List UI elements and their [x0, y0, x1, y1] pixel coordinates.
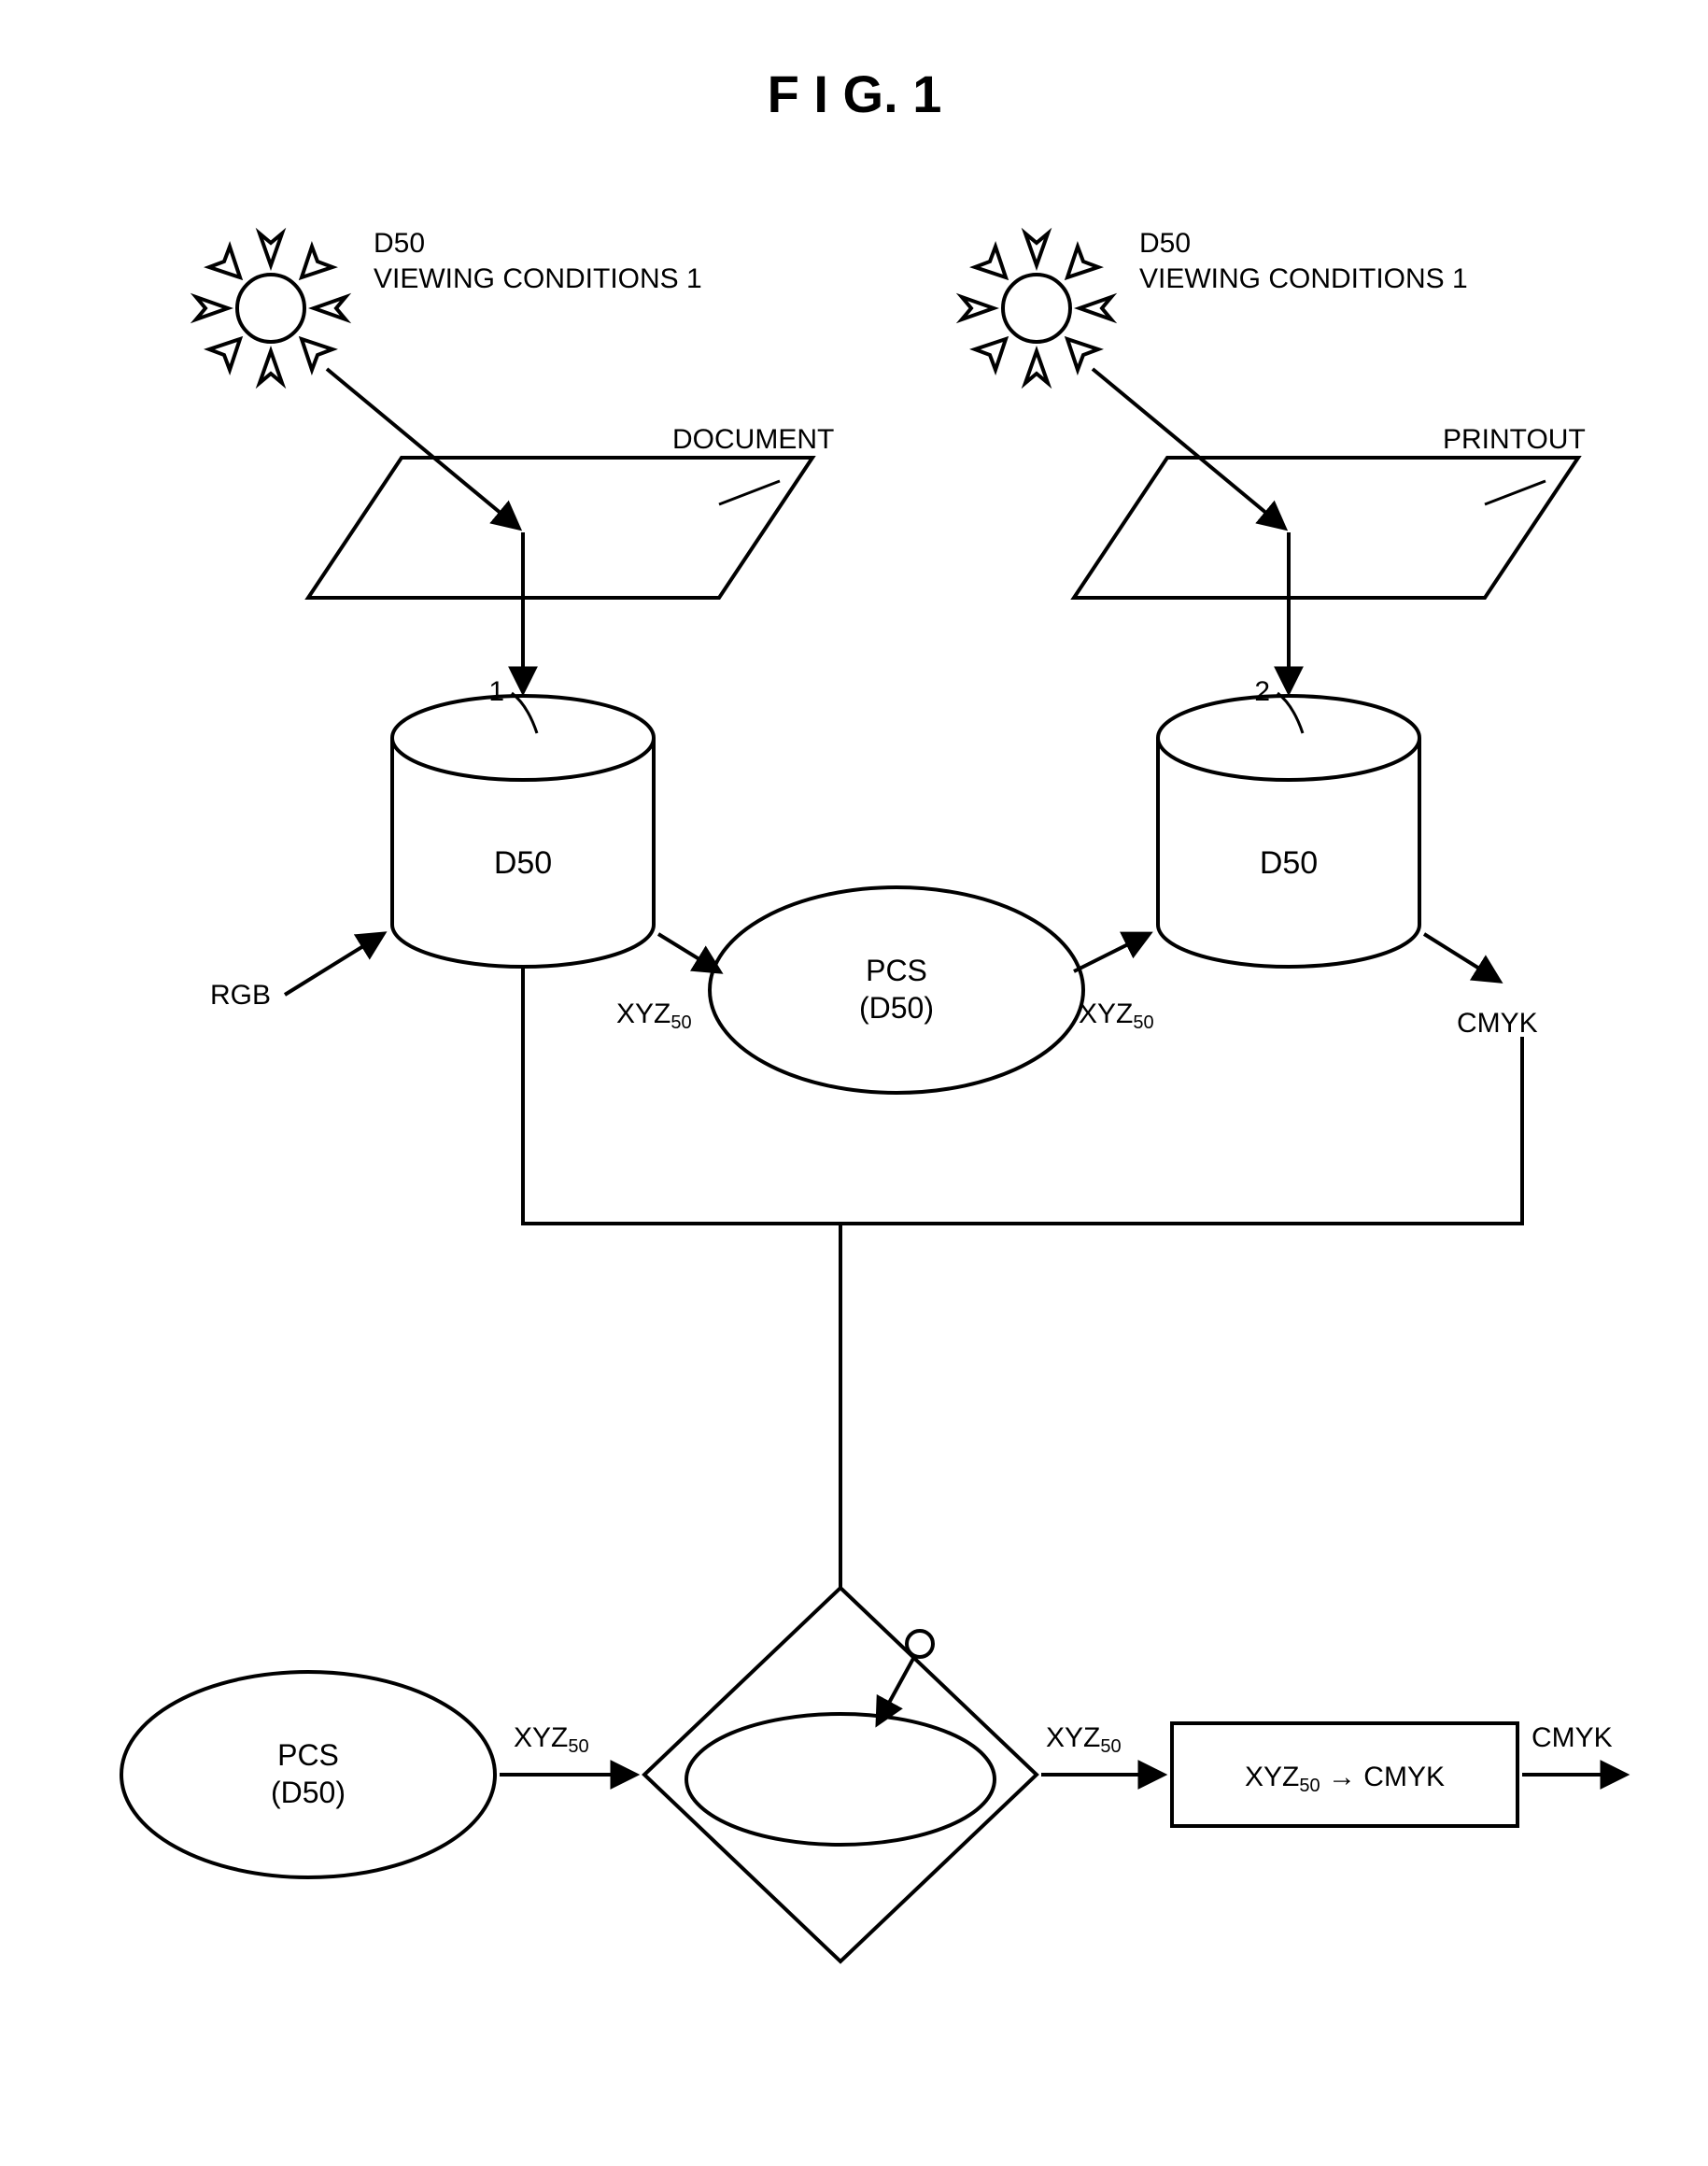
viewing-label-left-1: D50: [374, 228, 425, 259]
viewing-label-left-2: VIEWING CONDITIONS 1: [374, 263, 702, 294]
document-surface: [308, 458, 812, 598]
printout-surface: [1074, 458, 1578, 598]
viewing-label-right-1: D50: [1139, 228, 1191, 259]
cylinder-left-text: D50: [494, 845, 552, 881]
sun-ray-right: [1093, 369, 1284, 528]
sun-icon: [962, 234, 1111, 383]
cylinder-right-index: 2: [1254, 676, 1270, 707]
figure-title: F I G. 1: [768, 64, 942, 123]
sun-icon: [196, 234, 346, 383]
pcs-top: [710, 887, 1083, 1093]
xyz-left-label: XYZ50: [616, 998, 692, 1033]
pcs-bottom-line2: (D50): [271, 1776, 346, 1809]
printout-callout: [1485, 481, 1546, 504]
pcs-top-line2: (D50): [859, 991, 934, 1025]
cmyk-out-arrow: [1424, 934, 1499, 981]
viewing-label-right-2: VIEWING CONDITIONS 1: [1139, 263, 1468, 294]
cylinder-left: [392, 696, 654, 967]
printout-label: PRINTOUT: [1443, 424, 1586, 455]
document-callout: [719, 481, 780, 504]
pcs-top-line1: PCS: [866, 954, 927, 987]
cmyk-final-label: CMYK: [1532, 1722, 1613, 1753]
xyz-left-arrow: [658, 934, 719, 971]
cylinder-right-text: D50: [1260, 845, 1318, 881]
gamut-to-box-label: XYZ50: [1046, 1722, 1122, 1757]
rgb-in-arrow: [285, 934, 383, 995]
cylinder-left-index: 1: [488, 676, 504, 707]
sun-ray-left: [327, 369, 518, 528]
cylinder-right: [1158, 696, 1419, 967]
pcs-bottom: [121, 1672, 495, 1877]
pcs-to-gamut-label: XYZ50: [514, 1722, 589, 1757]
connector-left-down: [523, 967, 1522, 1224]
gamut-map-icon: [644, 1588, 1037, 1961]
document-label: DOCUMENT: [672, 424, 834, 455]
xyz-right-label: XYZ50: [1079, 998, 1154, 1033]
convert-box-text: XYZ50 → CMYK: [1245, 1762, 1445, 1796]
pcs-bottom-line1: PCS: [277, 1738, 339, 1772]
xyz-right-arrow: [1074, 934, 1149, 971]
cmyk-out-label: CMYK: [1457, 1008, 1538, 1039]
rgb-in-label: RGB: [210, 980, 271, 1011]
